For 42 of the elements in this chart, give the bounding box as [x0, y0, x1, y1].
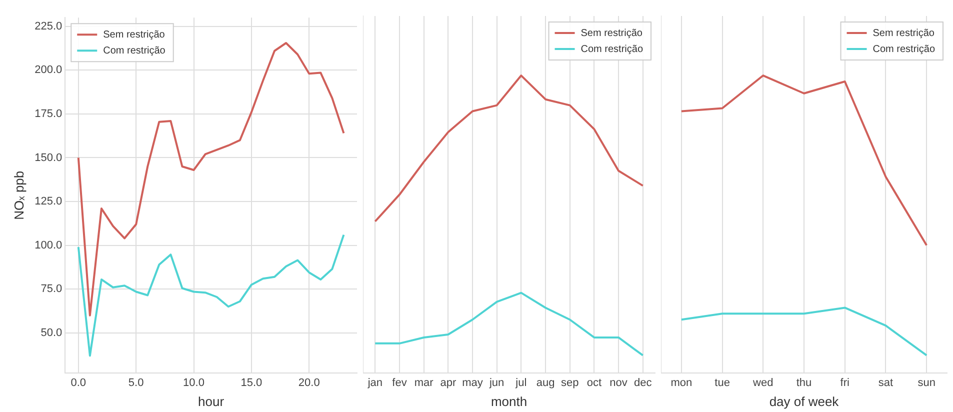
x-tick-label: mar — [414, 376, 434, 389]
y-tick-label: 150.0 — [34, 152, 62, 164]
x-tick-label: jan — [366, 376, 383, 389]
x-tick-label: 0.0 — [70, 376, 86, 389]
x-tick-label: sat — [878, 376, 894, 389]
x-axis-title: month — [490, 394, 528, 409]
x-tick-label: dec — [634, 376, 652, 389]
x-tick-label: fri — [840, 376, 850, 389]
legend-label: Com restrição — [580, 44, 644, 55]
x-tick-label: 20.0 — [298, 376, 320, 389]
x-tick-label: sep — [560, 376, 579, 389]
x-tick-label: may — [462, 376, 484, 389]
y-tick-label: 75.0 — [40, 283, 62, 296]
legend-label: Sem restrição — [872, 28, 935, 39]
x-axis-title: hour — [198, 394, 225, 409]
y-tick-label: 125.0 — [34, 196, 62, 208]
x-tick-label: jul — [514, 376, 527, 389]
x-tick-label: 15.0 — [240, 376, 262, 389]
x-tick-label: sun — [918, 376, 936, 389]
x-tick-label: mon — [670, 376, 692, 389]
x-tick-label: aug — [536, 376, 555, 389]
x-tick-label: fev — [392, 376, 408, 389]
legend-label: Sem restrição — [580, 28, 643, 39]
legend-label: Com restrição — [103, 45, 166, 56]
x-tick-label: tue — [714, 376, 730, 389]
x-tick-label: thu — [796, 376, 812, 389]
x-tick-label: wed — [752, 376, 774, 389]
y-tick-label: 225.0 — [34, 20, 62, 32]
y-tick-label: 200.0 — [34, 64, 62, 76]
x-axis-title: day of week — [769, 394, 840, 409]
x-tick-label: 5.0 — [128, 376, 144, 389]
y-tick-label: 50.0 — [40, 326, 62, 339]
x-tick-label: nov — [610, 376, 628, 389]
legend-label: Sem restrição — [103, 29, 166, 40]
y-tick-label: 175.0 — [34, 108, 62, 120]
x-tick-label: jun — [488, 376, 504, 389]
legend-label: Com restrição — [872, 44, 936, 55]
y-tick-label: 100.0 — [34, 239, 62, 252]
x-tick-label: apr — [440, 376, 456, 389]
x-tick-label: 10.0 — [183, 376, 204, 389]
x-tick-label: oct — [586, 376, 602, 389]
y-axis-title: NOₓ ppb — [11, 170, 26, 220]
